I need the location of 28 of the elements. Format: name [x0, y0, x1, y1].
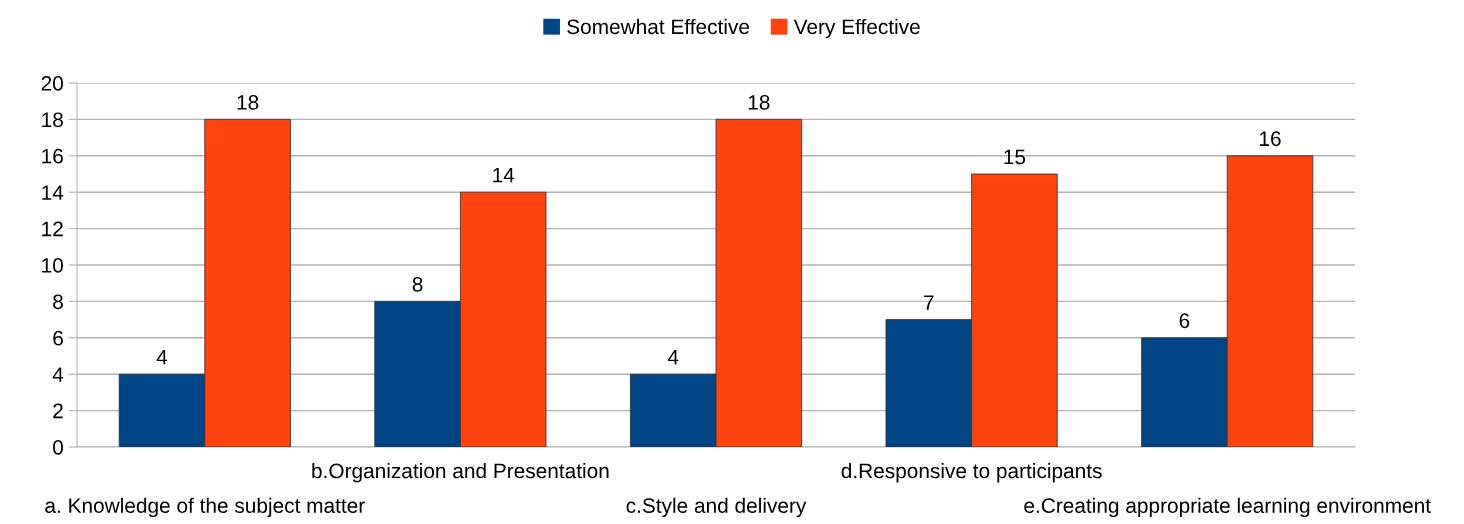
x-tick-label: c.Style and delivery	[626, 497, 807, 518]
y-tick-label: 16	[42, 148, 63, 164]
y-tick-label: 0	[53, 440, 63, 455]
data-label: 8	[412, 276, 423, 292]
legend-label: Very Effective	[793, 18, 920, 39]
x-tick-label: d.Responsive to participants	[841, 462, 1102, 483]
y-tick-label: 8	[53, 294, 63, 310]
data-label: 6	[1179, 313, 1190, 329]
y-tick-label: 10	[42, 258, 63, 273]
data-label: 15	[1004, 149, 1026, 165]
y-tick-label: 14	[42, 185, 64, 200]
x-tick-label: e.Creating appropriate learning environment	[1024, 497, 1431, 518]
data-label: 7	[924, 295, 934, 310]
y-tick-label: 2	[53, 403, 63, 419]
data-label: 4	[156, 349, 168, 365]
legend-label: Somewhat Effective	[567, 18, 750, 35]
y-tick-label: 20	[41, 76, 63, 91]
y-tick-label: 4	[52, 367, 64, 382]
data-label: 4	[667, 349, 679, 365]
x-tick-label: a. Knowledge of the subject matter	[45, 497, 365, 518]
x-tick-label: b.Organization and Presentation	[312, 462, 609, 483]
data-label: 18	[237, 94, 259, 110]
data-label: 14	[493, 167, 515, 183]
data-label: 16	[1260, 131, 1281, 147]
y-tick-label: 18	[42, 112, 63, 128]
y-tick-label: 12	[42, 221, 63, 237]
y-tick-label: 6	[53, 330, 63, 346]
data-label: 18	[748, 94, 770, 110]
